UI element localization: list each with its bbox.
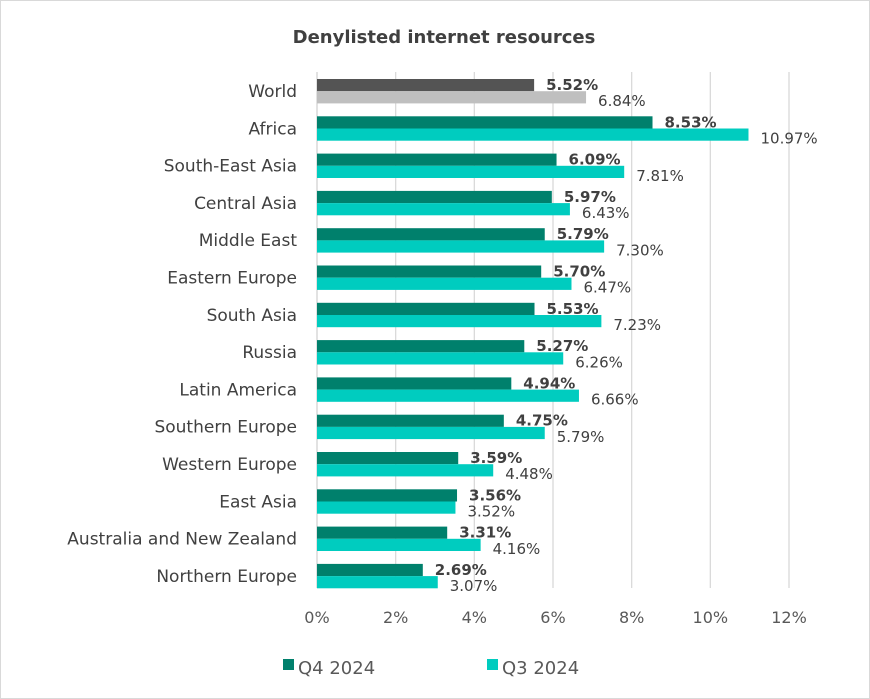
data-label: 6.47% [583,279,631,297]
data-label: 4.48% [505,465,553,483]
bar-q4-2024 [317,526,448,539]
chart-title: Denylisted internet resources [293,27,596,48]
category-label: Western Europe [162,455,297,475]
bar-q3-2024 [317,240,605,253]
data-label: 3.52% [467,503,515,521]
data-label: 2.69% [435,561,487,579]
legend-label-q3-2024: Q3 2024 [502,658,579,679]
category-label: Northern Europe [156,567,297,587]
legend-label-q4-2024: Q4 2024 [298,658,375,679]
bar-q4-2024 [317,228,545,241]
bar-q3-2024 [317,389,579,402]
bar-q4-2024 [317,563,423,577]
data-label: 4.94% [523,374,575,392]
bar-q4-2024 [317,265,542,278]
bar-q3-2024 [317,576,438,589]
category-label: East Asia [219,492,297,512]
bar-q3-2024 [317,426,545,440]
x-tick-label: 10% [693,608,729,627]
bar-q3-2024 [317,203,570,216]
bar-q4-2024 [317,116,653,129]
x-tick-label: 12% [771,608,807,627]
bar-q4-2024 [317,190,552,204]
bar-q4-2024 [317,153,557,166]
data-label: 3.56% [469,486,521,504]
category-label: South Asia [207,306,297,326]
bar-q3-2024 [317,165,625,178]
data-label: 5.27% [536,337,588,355]
category-label: Australia and New Zealand [67,530,297,550]
bar-q3-2024 [317,538,481,551]
data-label: 5.79% [557,225,609,243]
category-label: Central Asia [194,194,297,214]
data-label: 6.84% [598,92,646,110]
data-label: 3.31% [459,524,511,542]
category-label: Russia [242,343,297,363]
category-label: South-East Asia [164,157,297,177]
data-label: 7.23% [613,316,661,334]
legend-marker-q3-2024 [487,659,498,670]
bar-q3-2024 [317,315,602,328]
data-label: 5.79% [557,428,605,446]
bar-q3-2024 [317,464,494,477]
category-label: Latin America [179,380,297,400]
bar-q4-2024 [317,452,459,465]
data-label: 5.53% [547,300,599,318]
bar-q3-2024 [317,277,572,290]
bar-q3-2024 [317,352,564,365]
x-tick-label: 4% [462,608,487,627]
bar-q3-2024 [317,91,587,104]
bar-q4-2024 [317,414,504,427]
x-tick-label: 2% [383,608,408,627]
data-label: 7.30% [616,241,664,259]
data-label: 3.59% [470,449,522,467]
data-label: 3.07% [450,577,498,595]
bar-q3-2024 [317,501,456,514]
data-label: 7.81% [636,167,684,185]
data-label: 4.16% [493,540,541,558]
category-label: Southern Europe [154,418,297,438]
bar-q4-2024 [317,340,525,353]
category-label: Africa [249,119,298,139]
bar-q4-2024 [317,302,535,315]
data-label: 5.70% [553,263,605,281]
bar-q4-2024 [317,79,535,92]
legend: Q4 2024 Q3 2024 [283,658,579,679]
bar-q4-2024 [317,377,512,390]
data-label: 6.43% [582,204,630,222]
data-label: 6.09% [569,151,621,169]
category-label: World [248,82,297,102]
data-label: 6.66% [591,391,639,409]
category-label: Eastern Europe [167,269,297,289]
data-label: 8.53% [665,113,717,131]
x-tick-label: 0% [304,608,329,627]
x-tick-label: 8% [619,608,644,627]
data-label: 4.75% [516,412,568,430]
x-tick-label: 6% [540,608,565,627]
data-label: 6.26% [575,353,623,371]
data-label: 5.52% [546,76,598,94]
data-label: 5.97% [564,188,616,206]
legend-marker-q4-2024 [283,659,294,670]
category-label: Middle East [199,231,298,251]
data-label: 10.97% [760,130,817,148]
bar-q4-2024 [317,489,458,502]
bar-q3-2024 [317,128,749,141]
